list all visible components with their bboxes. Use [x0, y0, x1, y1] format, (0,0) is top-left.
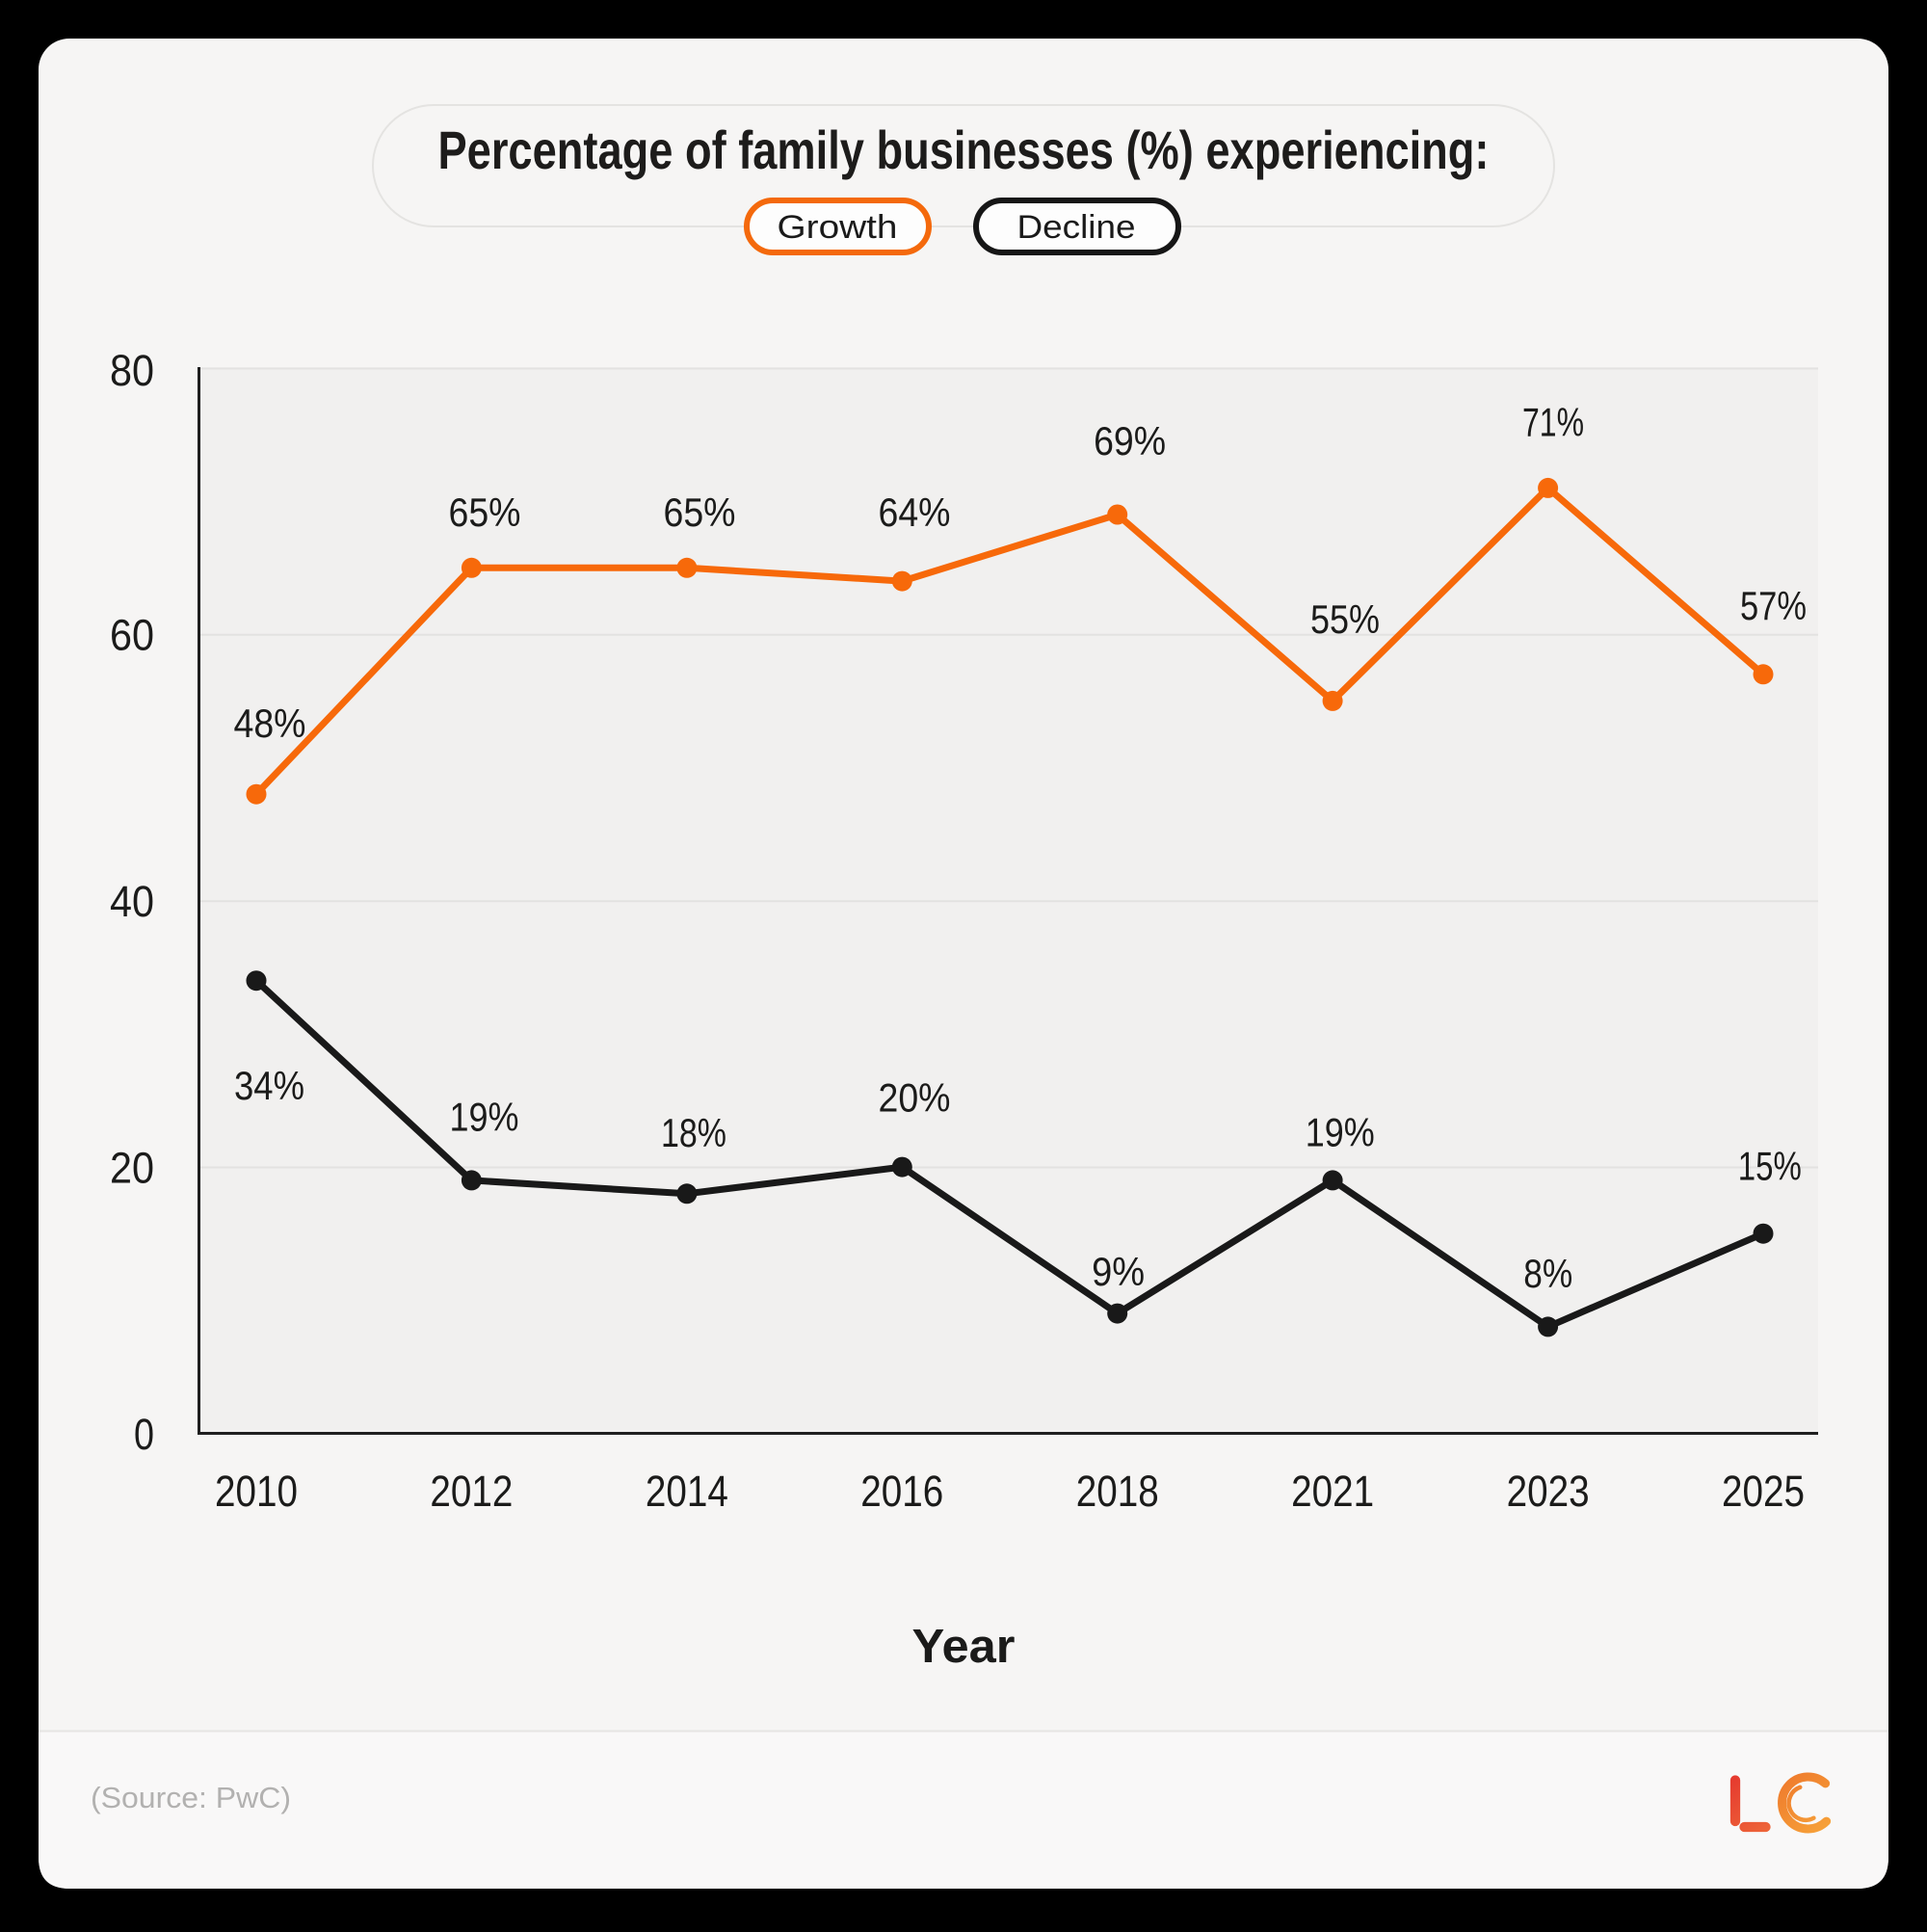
svg-text:2014: 2014	[646, 1467, 728, 1516]
svg-text:69%: 69%	[1094, 418, 1166, 463]
svg-text:64%: 64%	[879, 490, 951, 535]
svg-text:34%: 34%	[234, 1063, 304, 1108]
svg-text:15%: 15%	[1738, 1144, 1802, 1189]
svg-text:55%: 55%	[1310, 596, 1380, 642]
svg-text:Decline: Decline	[1017, 209, 1136, 246]
svg-text:Year: Year	[912, 1621, 1016, 1673]
svg-text:2023: 2023	[1507, 1467, 1590, 1516]
svg-text:2018: 2018	[1076, 1467, 1159, 1516]
svg-text:48%: 48%	[234, 701, 306, 746]
svg-text:18%: 18%	[661, 1110, 726, 1155]
svg-text:Growth: Growth	[778, 209, 898, 246]
svg-text:2016: 2016	[860, 1467, 943, 1516]
svg-text:80: 80	[110, 346, 154, 395]
svg-text:20: 20	[110, 1144, 154, 1193]
svg-text:Percentage of family businesse: Percentage of family businesses (%) expe…	[438, 119, 1490, 180]
svg-text:8%: 8%	[1523, 1251, 1572, 1296]
svg-text:2021: 2021	[1291, 1467, 1374, 1516]
svg-text:2025: 2025	[1722, 1467, 1805, 1516]
svg-text:60: 60	[110, 611, 154, 660]
svg-text:40: 40	[110, 877, 154, 926]
svg-text:19%: 19%	[1306, 1110, 1375, 1155]
svg-text:65%: 65%	[449, 490, 521, 535]
svg-text:65%: 65%	[664, 490, 736, 535]
svg-text:2010: 2010	[215, 1467, 298, 1516]
svg-text:9%: 9%	[1092, 1249, 1145, 1294]
svg-text:2012: 2012	[430, 1467, 513, 1516]
svg-text:57%: 57%	[1740, 583, 1807, 628]
svg-text:(Source: PwC): (Source: PwC)	[91, 1781, 291, 1814]
svg-text:19%: 19%	[450, 1095, 519, 1140]
svg-text:71%: 71%	[1522, 400, 1584, 445]
svg-text:0: 0	[134, 1410, 154, 1459]
svg-text:20%: 20%	[879, 1075, 951, 1121]
